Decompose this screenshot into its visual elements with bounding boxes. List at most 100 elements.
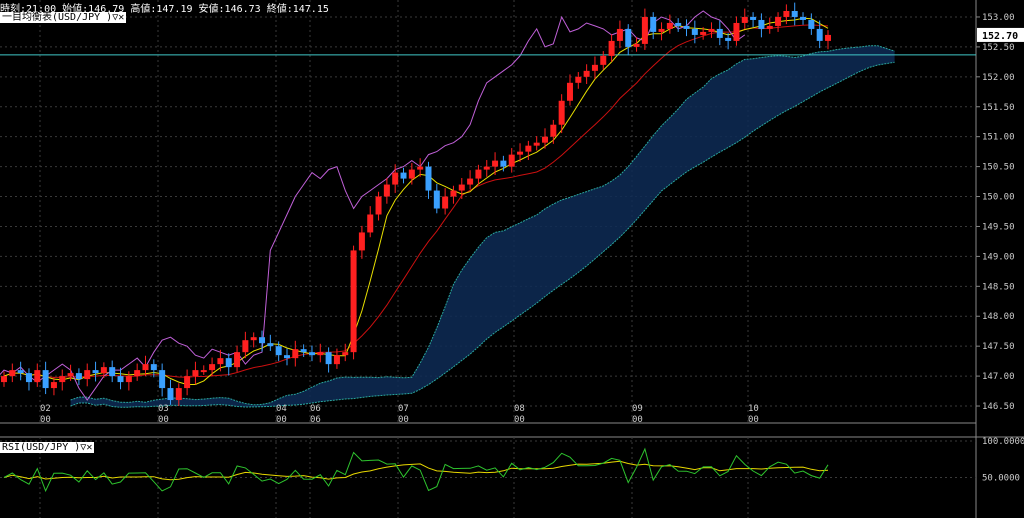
- indicator-lines: [0, 10, 976, 401]
- candle-body: [300, 349, 307, 353]
- candle-body: [200, 370, 207, 373]
- rsi-signal-line: [3, 460, 829, 481]
- rsi-tick-label: 100.0000: [982, 437, 1024, 447]
- candle-body: [358, 232, 365, 251]
- rsi-panel: 100.0000 50.0000: [0, 437, 1024, 493]
- x-tick-label-bottom: 00: [158, 415, 169, 425]
- rsi-line: [3, 447, 829, 493]
- time-label: 時刻:21:00: [0, 4, 57, 15]
- x-tick-label-top: 02: [40, 404, 51, 414]
- candle-body: [342, 352, 349, 356]
- candle-body: [525, 145, 532, 152]
- rsi-indicator-label[interactable]: RSI(USD/JPY )▽✕: [0, 442, 95, 453]
- price-axis: 153.00 152.50 152.00 151.50 151.00 150.50 150.…: [40, 13, 1024, 425]
- candle-body: [725, 37, 732, 41]
- candle-body: [234, 352, 241, 368]
- candle-body: [317, 352, 324, 356]
- candle-body: [117, 376, 124, 383]
- rsi-close-icon[interactable]: ✕: [86, 442, 93, 453]
- candle-body: [1, 376, 7, 383]
- y-tick-label: 148.00: [982, 312, 1015, 322]
- senkou-span-b: [70, 61, 895, 408]
- candle-body: [250, 337, 257, 341]
- y-tick-label: 147.50: [982, 342, 1015, 352]
- candle-body: [50, 382, 57, 389]
- candle-body: [259, 337, 266, 344]
- kijun-line: [3, 24, 829, 378]
- candle-body: [325, 352, 332, 365]
- y-tick-label: 147.00: [982, 372, 1015, 382]
- tenkan-line: [3, 17, 829, 385]
- candle-body: [550, 124, 557, 137]
- open-label: 始値:146.79: [62, 4, 125, 15]
- y-tick-label: 153.00: [982, 13, 1015, 23]
- candle-body: [125, 376, 132, 383]
- candle-body: [800, 16, 807, 20]
- candle-body: [375, 196, 382, 215]
- candle-body: [791, 10, 798, 17]
- candle-body: [167, 388, 174, 401]
- ohlc-header: 時刻:21:00 始値:146.79 高値:147.19 安値:146.73 終…: [0, 0, 329, 15]
- candle-body: [292, 349, 299, 359]
- candle-body: [733, 22, 740, 41]
- candle-body: [625, 28, 632, 47]
- candle-body: [825, 34, 831, 41]
- candle-body: [691, 28, 698, 35]
- candle-body: [17, 370, 24, 374]
- y-tick-label: 152.00: [982, 73, 1015, 83]
- candle-body: [150, 364, 157, 371]
- candle-body: [700, 31, 707, 35]
- last-price-label: 152.70: [982, 31, 1018, 42]
- candle-body: [417, 166, 424, 170]
- candle-body: [583, 70, 590, 77]
- x-tick-label-top: 07: [398, 404, 409, 414]
- candle-body: [134, 370, 141, 377]
- y-tick-label: 149.50: [982, 222, 1015, 232]
- candle-body: [184, 376, 191, 389]
- candle-body: [242, 340, 249, 353]
- candle-body: [708, 28, 715, 32]
- candle-body: [650, 16, 657, 32]
- x-tick-label-top: 10: [748, 404, 759, 414]
- candle-body: [517, 151, 524, 155]
- candle-body: [533, 142, 540, 146]
- ichimoku-indicator-label[interactable]: 一目均衡表(USD/JPY )▽✕: [0, 12, 127, 23]
- candle-body: [816, 28, 823, 41]
- candle-body: [641, 16, 648, 44]
- candle-body: [666, 22, 673, 29]
- candle-body: [433, 190, 440, 209]
- candle-body: [633, 43, 640, 47]
- y-tick-label: 150.50: [982, 163, 1015, 173]
- x-tick-label-top: 06: [310, 404, 321, 414]
- x-tick-label-top: 04: [276, 404, 287, 414]
- candle-body: [367, 214, 374, 233]
- rsi-dropdown-triangle-icon[interactable]: ▽: [80, 442, 87, 453]
- close-icon[interactable]: ✕: [118, 12, 125, 23]
- candle-body: [75, 373, 82, 380]
- close-label: 終値:147.15: [266, 4, 329, 15]
- candle-body: [209, 364, 216, 371]
- candle-body: [442, 196, 449, 209]
- y-tick-label: 150.00: [982, 193, 1015, 203]
- candle-body: [425, 166, 432, 191]
- ichimoku-cloud: [70, 45, 895, 408]
- candle-body: [100, 367, 107, 374]
- candle-body: [775, 16, 782, 26]
- rsi-label-text: RSI(USD/JPY ): [2, 442, 81, 453]
- x-tick-label-top: 03: [158, 404, 169, 414]
- candle-body: [400, 172, 407, 179]
- candle-body: [408, 169, 415, 179]
- dropdown-triangle-icon[interactable]: ▽: [112, 12, 119, 23]
- candle-body: [283, 355, 290, 359]
- candle-body: [500, 160, 507, 167]
- candle-body: [566, 82, 573, 101]
- candlesticks: [1, 2, 831, 407]
- y-tick-label: 152.50: [982, 43, 1015, 53]
- x-tick-label-bottom: 00: [632, 415, 643, 425]
- chikou-line: [0, 10, 746, 401]
- cloud-fill: [70, 45, 895, 408]
- candle-body: [42, 370, 49, 389]
- x-tick-label-bottom: 06: [310, 415, 321, 425]
- y-tick-label: 149.00: [982, 252, 1015, 262]
